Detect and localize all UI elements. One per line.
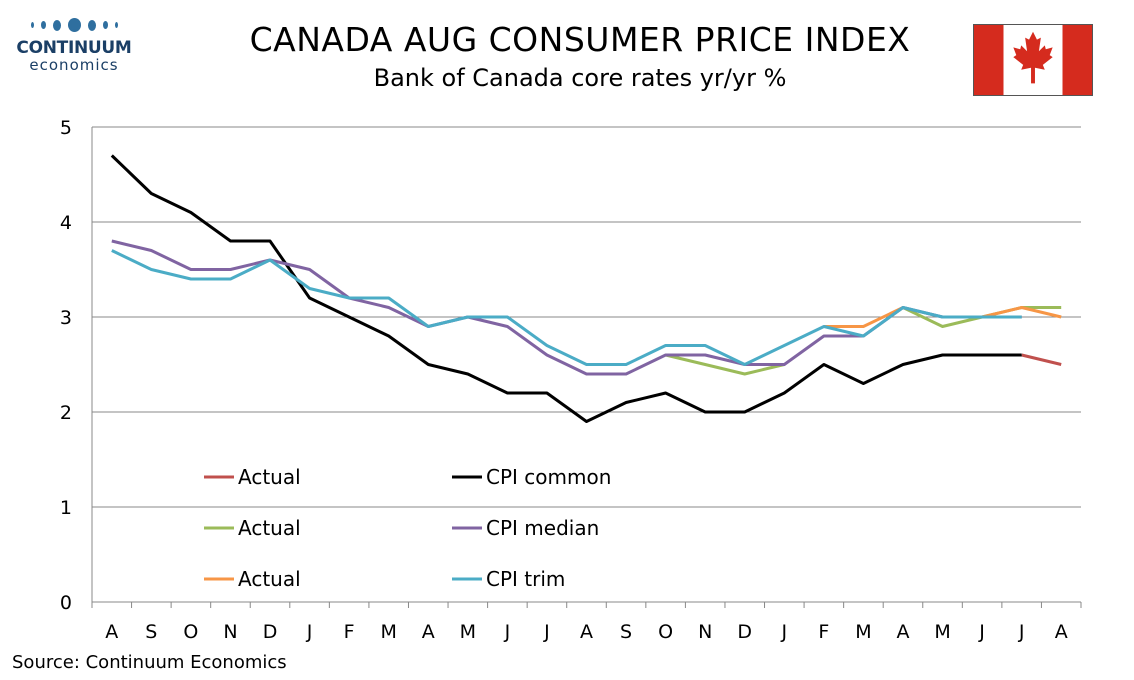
x-tick-label: M	[855, 621, 871, 643]
series-line-actual-2	[823, 306, 904, 328]
legend-label: Actual	[238, 516, 301, 540]
x-tick-label: O	[658, 621, 673, 643]
y-tick-label: 4	[60, 212, 72, 234]
legend-label: CPI common	[486, 465, 611, 489]
x-tick-label: F	[344, 621, 355, 643]
y-tick-label: 1	[60, 497, 72, 519]
x-tick-label: J	[780, 621, 787, 643]
x-tick-label: O	[183, 621, 198, 643]
logo-name: CONTINUUM	[16, 38, 132, 58]
x-tick-label: M	[934, 621, 950, 643]
y-tick-label: 5	[60, 117, 72, 139]
x-tick-label: D	[263, 621, 278, 643]
series-line-cpi-common-3	[110, 154, 1022, 423]
canada-flag-icon	[973, 24, 1093, 96]
chart-title: CANADA AUG CONSUMER PRICE INDEX	[249, 20, 911, 59]
legend-label: CPI median	[486, 516, 599, 540]
source-note: Source: Continuum Economics	[12, 652, 287, 673]
series-line-actual-0	[1021, 353, 1062, 366]
x-tick-label: A	[105, 621, 118, 643]
series-line-actual-1	[665, 353, 785, 376]
legend-label: Actual	[238, 567, 301, 591]
x-tick-label: J	[978, 621, 985, 643]
x-tick-label: S	[145, 621, 157, 643]
series-line-cpi-trim-5	[111, 249, 1022, 366]
x-tick-label: J	[543, 621, 550, 643]
x-tick-label: M	[380, 621, 396, 643]
x-tick-label: A	[896, 621, 909, 643]
x-tick-label: J	[504, 621, 511, 643]
x-tick-label: S	[620, 621, 632, 643]
x-tick-label: A	[1055, 621, 1068, 643]
legend-label: CPI trim	[486, 567, 565, 591]
legend-label: Actual	[238, 465, 301, 489]
x-tick-label: D	[737, 621, 752, 643]
x-tick-label: N	[223, 621, 237, 643]
x-tick-label: N	[698, 621, 712, 643]
x-tick-label: M	[460, 621, 476, 643]
logo-subtitle: economics	[29, 56, 119, 74]
x-tick-label: F	[818, 621, 829, 643]
y-tick-label: 3	[60, 307, 72, 329]
y-tick-label: 0	[60, 592, 72, 614]
logo-dots-icon	[14, 14, 134, 36]
series-line-actual-2	[981, 306, 1062, 319]
x-tick-label: A	[422, 621, 435, 643]
continuum-logo: CONTINUUM economics	[14, 14, 134, 74]
x-tick-label: J	[306, 621, 313, 643]
chart-subtitle: Bank of Canada core rates yr/yr %	[373, 64, 787, 92]
x-tick-label: J	[1018, 621, 1025, 643]
x-tick-label: A	[580, 621, 593, 643]
y-tick-label: 2	[60, 402, 72, 424]
